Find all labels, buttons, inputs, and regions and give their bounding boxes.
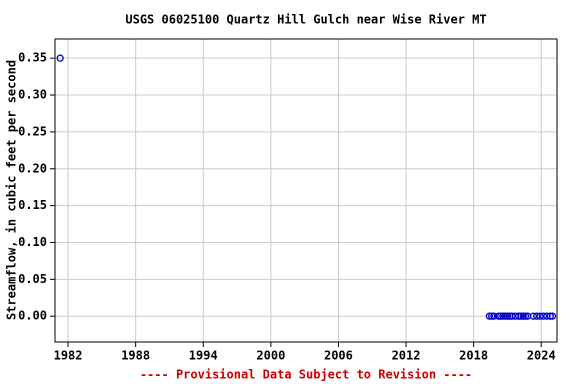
plot-frame <box>54 38 558 343</box>
x-tick-label: 2018 <box>459 349 488 363</box>
point <box>515 312 523 320</box>
point <box>497 312 505 320</box>
point <box>521 312 530 320</box>
y-tick-label: 0.25 <box>18 124 47 138</box>
chart-title: USGS 06025100 Quartz Hill Gulch near Wis… <box>125 13 486 27</box>
point <box>548 312 557 320</box>
point <box>494 312 503 320</box>
x-tick-label: 1988 <box>121 349 150 363</box>
point <box>517 312 525 320</box>
y-tick-label: 0.05 <box>18 272 47 286</box>
point <box>533 312 541 320</box>
point <box>539 312 548 320</box>
point <box>546 312 554 320</box>
point <box>529 312 537 320</box>
y-axis-label: Streamflow, in cubic feet per second <box>5 60 19 320</box>
point <box>508 312 516 320</box>
point <box>56 54 64 62</box>
y-tick-label: 0.20 <box>18 161 47 175</box>
point <box>485 312 494 320</box>
y-tick-label: 0.15 <box>18 198 47 212</box>
y-tick-label: 0.35 <box>18 51 47 65</box>
y-tick-label: 0.10 <box>18 235 47 249</box>
point <box>536 312 544 320</box>
point <box>501 312 509 320</box>
point <box>490 312 498 320</box>
x-tick-label: 2006 <box>324 349 353 363</box>
point <box>499 312 507 320</box>
point <box>503 312 512 320</box>
annotation: ---- Provisional Data Subject to Revisio… <box>140 368 472 382</box>
x-tick-label: 1982 <box>54 349 83 363</box>
x-tick-label: 1994 <box>189 349 218 363</box>
x-tick-label: 2024 <box>527 349 556 363</box>
point <box>488 312 496 320</box>
point <box>519 312 527 320</box>
x-tick-label: 2000 <box>256 349 285 363</box>
y-tick-label: 0.30 <box>18 88 47 102</box>
x-tick-label: 2012 <box>392 349 421 363</box>
y-tick-label: 0.00 <box>18 309 47 323</box>
